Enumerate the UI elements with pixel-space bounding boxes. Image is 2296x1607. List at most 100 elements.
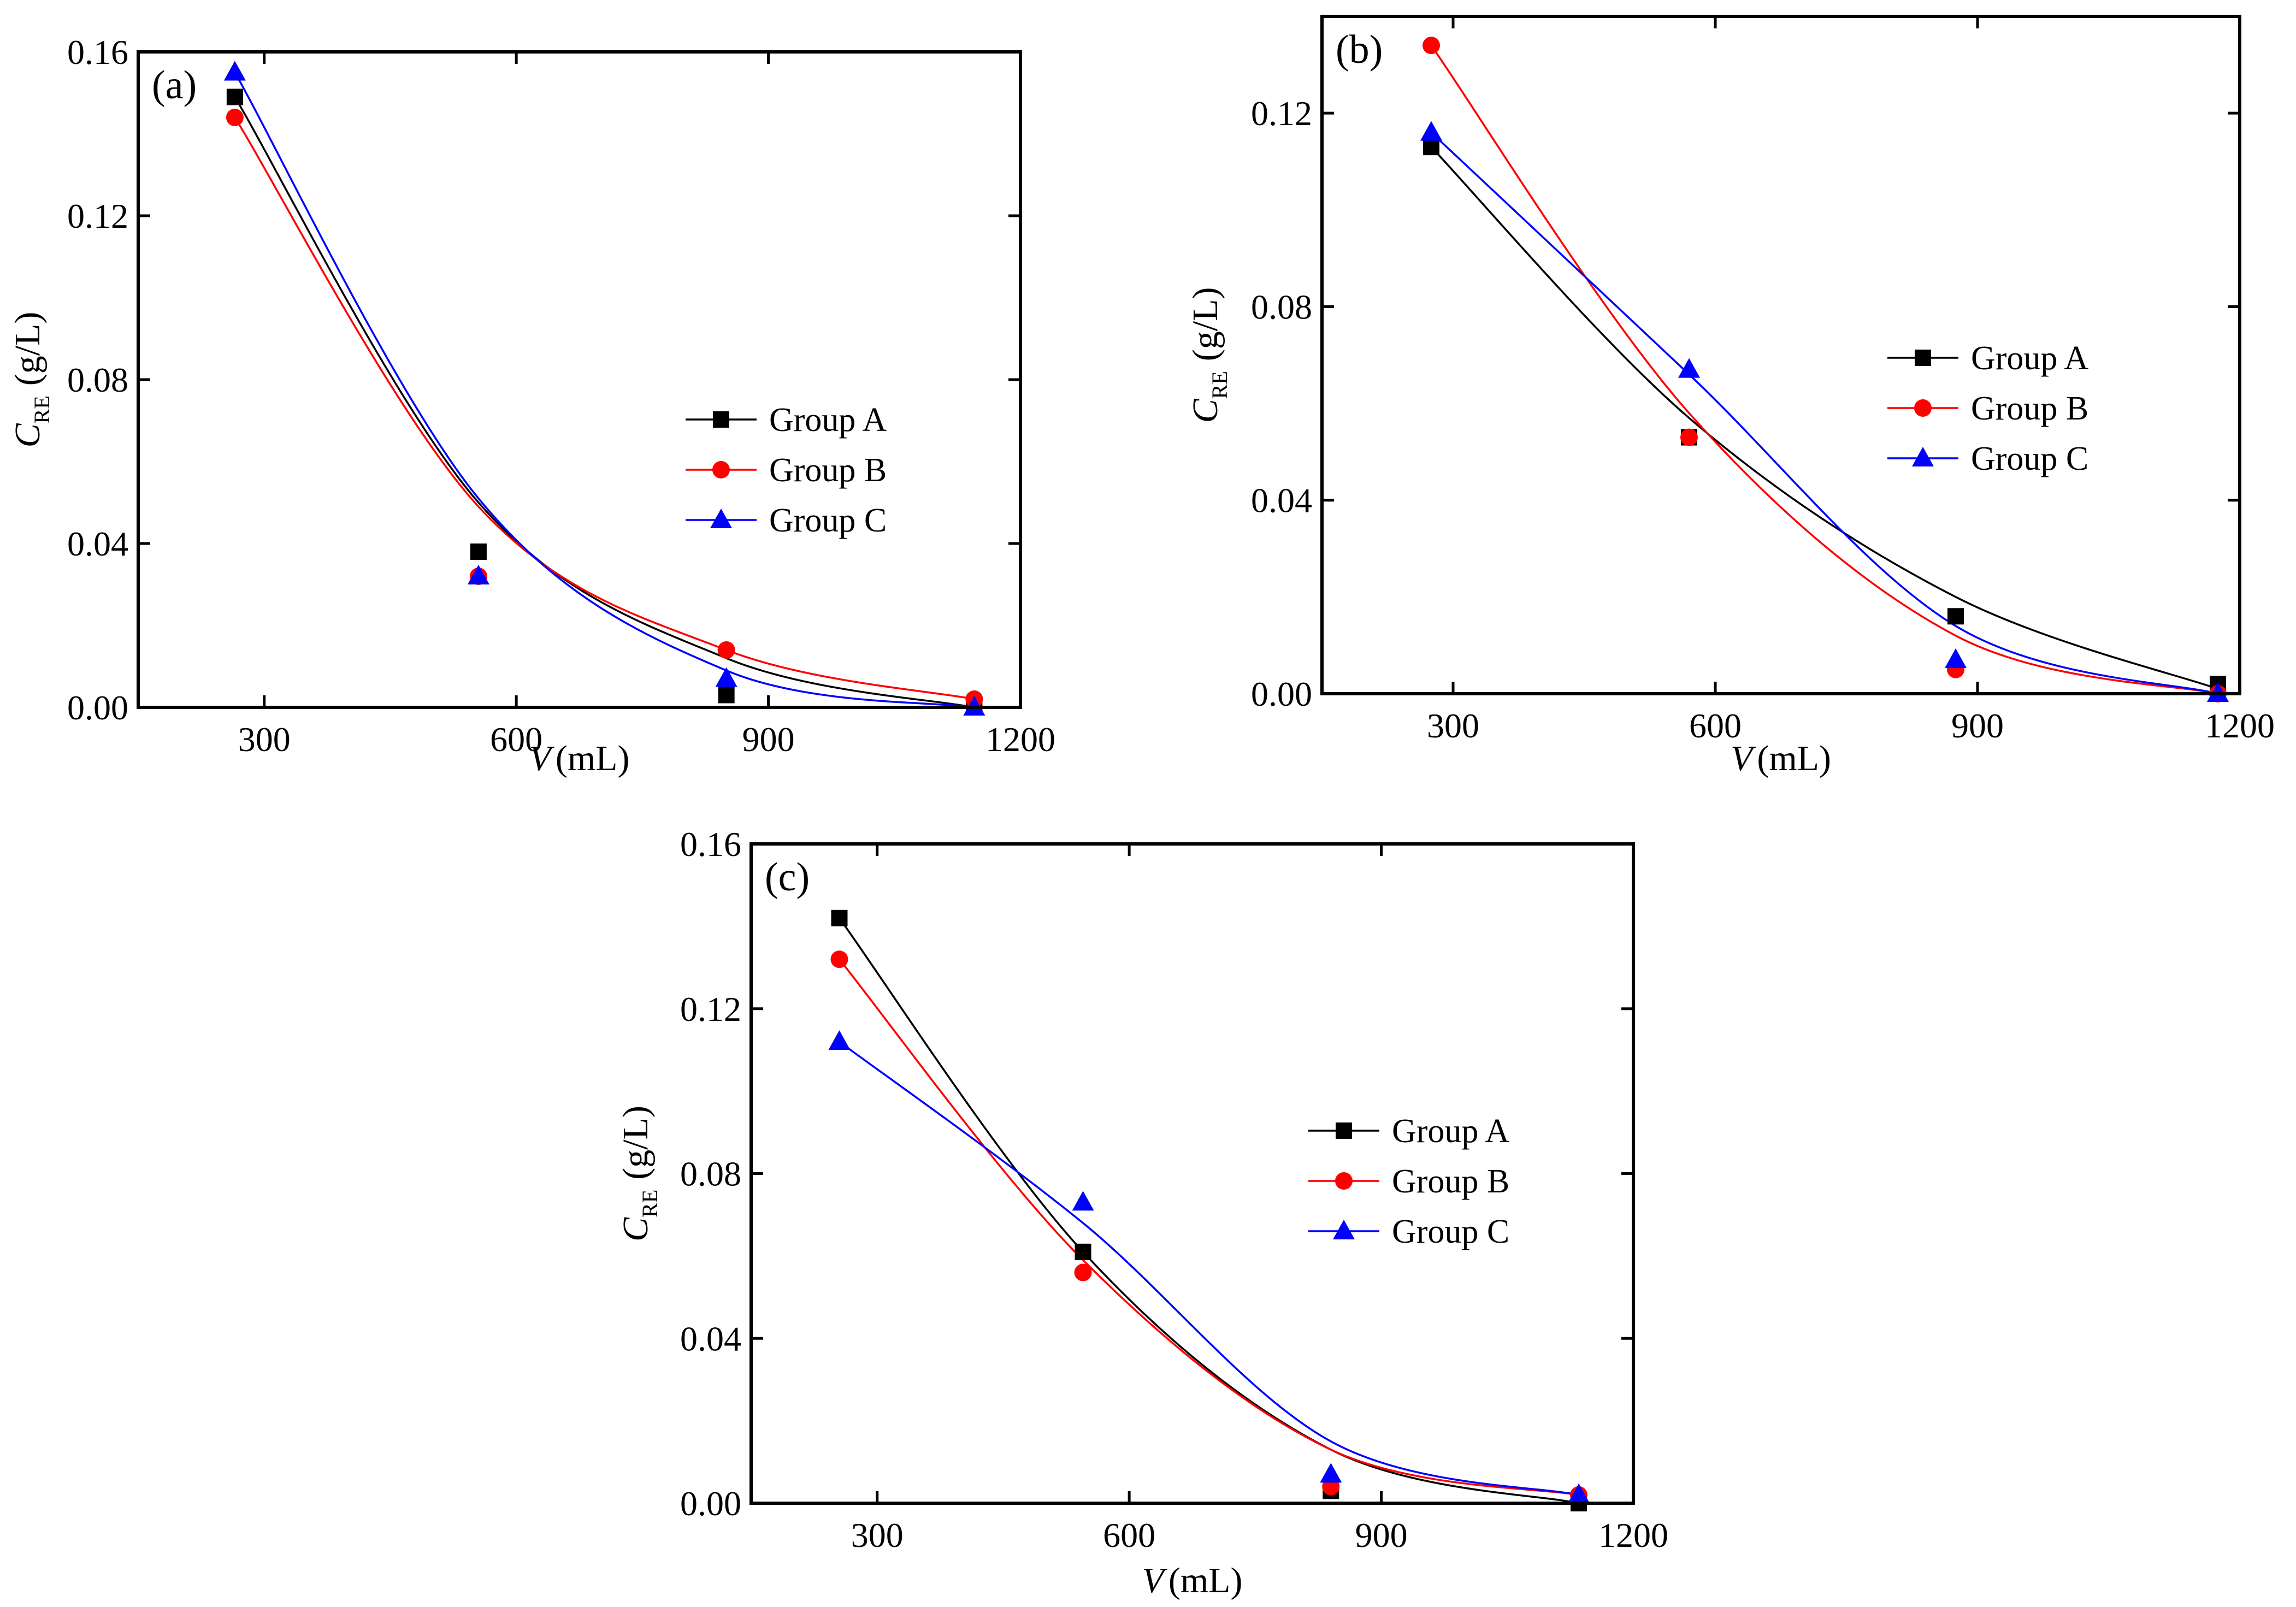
plot-frame-panel-b — [1320, 15, 2241, 695]
legend-label-panel-b-1: Group A — [1971, 340, 2089, 377]
y-axis-var-panel-a: C — [8, 423, 48, 447]
data-point-panel-a-series-1-3 — [718, 687, 735, 704]
x-axis-title-panel-b: V (mL) — [1731, 738, 1831, 778]
data-point-panel-a-series-2-1 — [226, 109, 244, 126]
data-point-panel-b-series-1-3 — [1947, 608, 1964, 625]
fit-curve-panel-a-series-2 — [234, 117, 975, 700]
y-axis-title-panel-a: CRE (g/L) — [8, 312, 54, 448]
x-tick-label-panel-c-1: 300 — [851, 1516, 904, 1555]
legend-marker-panel-b-2 — [1914, 399, 1932, 417]
fit-curve-panel-c-series-1 — [839, 917, 1579, 1504]
x-tick-label-panel-a-4: 1200 — [985, 720, 1055, 759]
y-tick-label-panel-c-1: 0.00 — [680, 1484, 741, 1523]
legend-marker-panel-a-2 — [712, 461, 730, 478]
x-axis-title-panel-a: V (mL) — [529, 738, 630, 778]
y-tick-label-panel-b-4: 0.12 — [1251, 94, 1312, 133]
x-axis-unit-panel-b: (mL) — [1757, 738, 1831, 778]
legend-label-panel-b-3: Group C — [1971, 440, 2088, 477]
y-tick-label-panel-b-2: 0.04 — [1251, 481, 1312, 520]
y-axis-var-panel-b: C — [1185, 398, 1225, 423]
fit-curve-panel-b-series-2 — [1430, 45, 2218, 695]
y-tick-label-panel-a-2: 0.04 — [67, 524, 128, 563]
plot-frame-panel-a — [137, 50, 1022, 709]
data-point-panel-c-series-3-3 — [1320, 1463, 1342, 1483]
panel-label-panel-c: (c) — [765, 855, 810, 900]
fit-curve-panel-a-series-3 — [234, 72, 975, 708]
x-tick-label-panel-b-2: 600 — [1689, 706, 1742, 745]
y-tick-label-panel-a-3: 0.08 — [67, 361, 128, 399]
x-axis-var-panel-b: V — [1731, 738, 1756, 778]
legend-label-panel-c-1: Group A — [1392, 1113, 1510, 1150]
legend-label-panel-a-1: Group A — [769, 401, 887, 439]
legend-marker-panel-a-3 — [710, 509, 732, 528]
y-tick-label-panel-c-3: 0.08 — [680, 1155, 741, 1194]
x-tick-label-panel-a-3: 900 — [742, 720, 795, 759]
y-axis-unit-panel-b: (g/L) — [1185, 287, 1225, 362]
data-point-panel-c-series-3-4 — [1568, 1483, 1590, 1503]
fit-curve-panel-b-series-3 — [1430, 132, 2218, 695]
data-point-panel-c-series-3-2 — [1072, 1191, 1094, 1211]
legend-marker-panel-b-1 — [1915, 350, 1931, 366]
legend-marker-panel-c-1 — [1336, 1122, 1352, 1139]
y-tick-label-panel-a-1: 0.00 — [67, 688, 128, 727]
y-axis-sub-panel-c: RE — [638, 1190, 662, 1218]
x-tick-label-panel-c-4: 1200 — [1598, 1516, 1668, 1555]
data-point-panel-b-series-1-1 — [1423, 139, 1439, 156]
legend-label-panel-c-2: Group B — [1392, 1163, 1509, 1200]
data-point-panel-a-series-3-1 — [223, 61, 246, 81]
data-point-panel-c-series-2-2 — [1074, 1263, 1092, 1281]
x-axis-unit-panel-a: (mL) — [556, 738, 630, 778]
data-point-panel-b-series-2-1 — [1423, 37, 1440, 55]
legend-label-panel-a-3: Group C — [769, 502, 887, 539]
data-point-panel-a-series-3-2 — [467, 565, 489, 584]
legend-panel-c: Group A Group B Group C — [1308, 1113, 1510, 1250]
panel-label-panel-a: (a) — [152, 63, 197, 108]
data-point-panel-b-series-3-1 — [1420, 121, 1442, 141]
legend-marker-panel-c-2 — [1335, 1172, 1353, 1190]
data-point-panel-c-series-2-1 — [830, 950, 848, 968]
fit-curve-panel-c-series-3 — [839, 1041, 1579, 1496]
legend-label-panel-b-2: Group B — [1971, 390, 2088, 427]
legend-panel-a: Group A Group B Group C — [686, 401, 887, 539]
panel-label-panel-b: (b) — [1336, 27, 1383, 72]
data-point-panel-c-series-1-2 — [1075, 1243, 1091, 1260]
fit-curve-panel-c-series-2 — [839, 959, 1579, 1496]
y-tick-label-panel-c-5: 0.16 — [680, 825, 741, 864]
x-tick-label-panel-a-2: 600 — [490, 720, 542, 759]
y-axis-title-panel-c: CRE (g/L) — [616, 1106, 662, 1242]
data-point-panel-b-series-3-3 — [1945, 648, 1967, 668]
x-tick-label-panel-b-3: 900 — [1951, 706, 2004, 745]
y-tick-label-panel-a-4: 0.12 — [67, 197, 128, 235]
legend-marker-panel-a-1 — [713, 411, 729, 428]
x-axis-unit-panel-c: (mL) — [1168, 1561, 1243, 1600]
y-axis-sub-panel-b: RE — [1207, 371, 1232, 399]
x-tick-label-panel-a-1: 300 — [238, 720, 291, 759]
fit-curve-panel-b-series-1 — [1430, 146, 2218, 690]
y-axis-var-panel-c: C — [616, 1217, 656, 1242]
data-point-panel-a-series-1-2 — [470, 543, 487, 560]
y-tick-label-panel-c-2: 0.04 — [680, 1319, 741, 1358]
legend-label-panel-c-3: Group C — [1392, 1213, 1509, 1250]
y-axis-sub-panel-a: RE — [29, 395, 54, 423]
chart-panel-a: 300 600 900 1200 0.00 0.04 0.08 0.12 0.16 (a) V (mL… — [8, 33, 1055, 778]
legend-label-panel-a-2: Group B — [769, 452, 887, 489]
legend-panel-b: Group A Group B Group C — [1887, 340, 2089, 477]
x-axis-var-panel-a: V — [529, 738, 555, 778]
legend-marker-panel-c-3 — [1333, 1220, 1355, 1239]
data-point-panel-c-series-3-1 — [828, 1030, 851, 1050]
y-axis-title-panel-b: CRE (g/L) — [1185, 287, 1232, 423]
x-tick-label-panel-b-4: 1200 — [2205, 706, 2275, 745]
y-tick-label-panel-b-3: 0.08 — [1251, 287, 1312, 326]
data-point-panel-b-series-3-2 — [1678, 358, 1700, 378]
x-axis-title-panel-c: V (mL) — [1142, 1561, 1243, 1600]
chart-panel-b: 300 600 900 1200 0.00 0.04 0.08 0.12 (b) V (mL) CRE… — [1185, 15, 2275, 778]
data-point-panel-a-series-3-3 — [715, 667, 737, 687]
data-point-panel-a-series-1-1 — [226, 88, 243, 105]
data-point-panel-a-series-2-3 — [717, 641, 735, 659]
y-tick-label-panel-a-5: 0.16 — [67, 33, 128, 72]
y-tick-label-panel-b-1: 0.00 — [1251, 675, 1312, 713]
data-point-panel-b-series-2-2 — [1680, 428, 1698, 446]
data-point-panel-c-series-1-1 — [831, 909, 848, 926]
x-tick-label-panel-b-1: 300 — [1427, 706, 1479, 745]
